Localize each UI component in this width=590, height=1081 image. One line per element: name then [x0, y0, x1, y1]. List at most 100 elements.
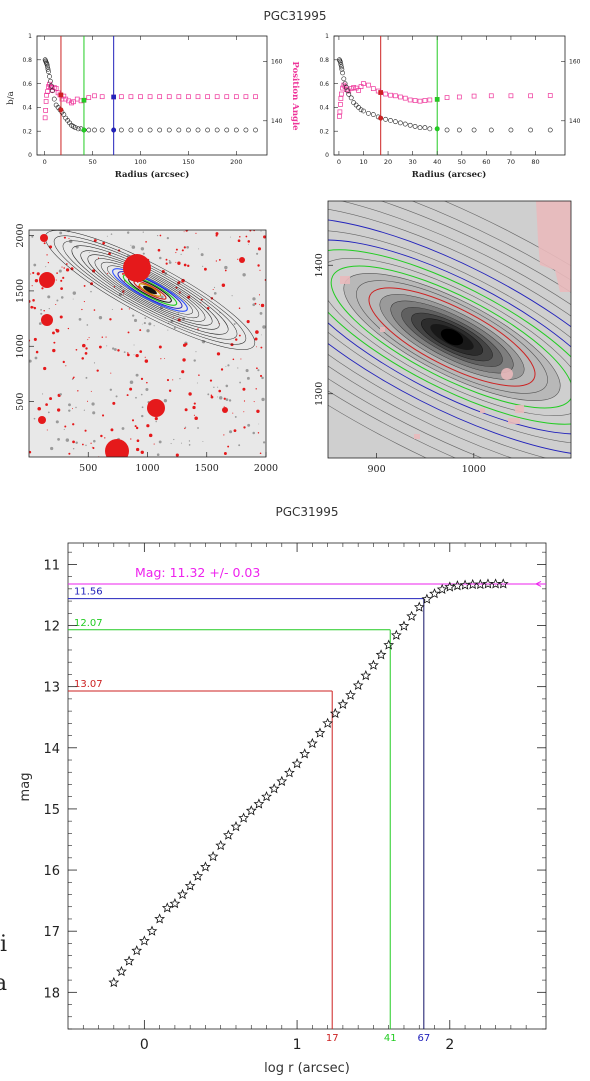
image-full-speck: [96, 369, 99, 372]
image-full-speck: [65, 438, 70, 442]
growth-curve-star-point: [352, 679, 364, 691]
image-full-speck: [77, 390, 79, 392]
image-full-speck: [43, 242, 46, 245]
image-zoom-mask: [340, 201, 571, 439]
profile-right-ytick-label: 0.6: [319, 81, 329, 88]
image-full-speck: [85, 444, 87, 447]
profile-left-pa-point: [253, 94, 258, 100]
image-full-speck: [70, 267, 74, 271]
image-full-speck: [33, 306, 37, 310]
image-full-speck: [223, 452, 227, 455]
image-full-speck: [160, 358, 162, 360]
profile-left-ba-point: [176, 127, 182, 133]
image-full-speck: [91, 402, 95, 406]
image-full-speck: [59, 315, 63, 319]
image-full-speck: [197, 328, 199, 330]
image-full-speck: [179, 377, 181, 380]
image-full-speck: [128, 308, 130, 310]
profile-left-pa-point: [195, 94, 201, 100]
image-full-speck: [46, 429, 48, 431]
profile-left-pa-point: [166, 94, 172, 100]
image-full-speck: [118, 292, 122, 297]
profile-right-ba-point: [370, 112, 376, 117]
image-full-speck: [34, 356, 38, 360]
profile-right-ba-point: [356, 105, 361, 110]
profile-left-pa-point: [92, 93, 97, 99]
image-full-speck: [42, 393, 44, 395]
growth-curve-radius-label: 41: [384, 1033, 397, 1044]
image-zoom-frame: [327, 200, 572, 459]
profile-right-y2tick-label: 140: [569, 118, 581, 125]
profile-left-ba-point: [138, 127, 143, 133]
profile-left-ba-point: [45, 64, 50, 70]
image-full-speck: [168, 259, 171, 262]
image-full-speck: [133, 354, 135, 356]
profile-left-pa-marker: [111, 94, 116, 100]
image-full-speck: [252, 303, 256, 307]
growth-curve-star-point: [406, 610, 417, 621]
image-full-speck: [215, 260, 217, 262]
image-full-speck: [168, 389, 172, 392]
profile-right-ytick-label: 0: [325, 152, 329, 159]
image-full-speck: [107, 272, 109, 274]
image-full-speck: [243, 400, 246, 402]
profile-right-pa-point: [383, 91, 388, 97]
image-full-speck: [72, 298, 74, 300]
growth-curve-star-point: [368, 659, 379, 670]
image-full-speck: [215, 232, 219, 236]
growth-curve-ytick-label: 14: [43, 742, 60, 757]
profile-left-xlabel: Radius (arcsec): [115, 169, 189, 180]
profile-right-ba-point: [340, 70, 346, 76]
image-full-speck: [221, 283, 226, 287]
growth-curve-star-point: [314, 727, 326, 738]
image-full-speck: [62, 360, 65, 364]
image-full-speck: [135, 373, 139, 377]
image-full-speck: [58, 269, 62, 273]
image-full-speck: [245, 235, 248, 238]
image-full-speck: [145, 388, 149, 392]
image-full-speck: [38, 322, 42, 325]
growth-curve-star-point: [238, 812, 249, 823]
image-full-speck: [258, 423, 260, 425]
profile-left-ba-point: [44, 62, 50, 67]
image-full-speck: [258, 294, 261, 296]
profile-left-xtick-label: 100: [134, 158, 146, 166]
profile-right-pa-point: [388, 92, 393, 98]
image-full-speck: [64, 425, 67, 428]
image-full-speck: [144, 317, 147, 320]
side-letter-a: a: [0, 971, 7, 996]
image-full-speck: [153, 443, 155, 445]
profile-left-ba-point: [75, 126, 81, 132]
profile-left-pa-point: [186, 94, 191, 100]
image-full-speck: [34, 278, 39, 283]
image-full-speck: [140, 393, 143, 396]
image-full-speck: [184, 408, 188, 412]
image-full-speck: [180, 442, 183, 444]
image-full-xtick-label: 1000: [135, 463, 159, 474]
growth-curve-star-point: [230, 821, 242, 832]
image-full-speck: [81, 308, 83, 311]
profile-left-ba-point: [45, 66, 51, 72]
image-full-speck: [109, 318, 112, 321]
image-full-speck: [40, 312, 43, 315]
image-full-speck: [184, 426, 187, 429]
image-full-speck: [186, 245, 189, 249]
profile-left-frame: [36, 35, 268, 156]
image-full-speck: [112, 347, 115, 350]
image-full-speck: [216, 352, 221, 356]
image-full-speck: [75, 245, 79, 249]
image-full-speck: [75, 441, 78, 444]
image-full-speck: [238, 444, 241, 447]
growth-curve-xtick-label: 1: [293, 1037, 302, 1053]
profile-left-pa-point: [157, 94, 163, 100]
image-full-speck: [146, 329, 150, 333]
profile-right-pa-point: [417, 98, 423, 104]
profile-right-xtick-label: 20: [384, 158, 392, 166]
growth-curve-arrow-icon: [535, 581, 542, 587]
image-full-speck: [196, 382, 198, 384]
profile-left-y2tick-label: 140: [271, 118, 283, 125]
image-full-speck: [140, 377, 144, 381]
profile-right-pa-marker: [378, 90, 383, 95]
image-full-speck: [60, 287, 63, 291]
growth-curve-star-point: [375, 649, 387, 660]
